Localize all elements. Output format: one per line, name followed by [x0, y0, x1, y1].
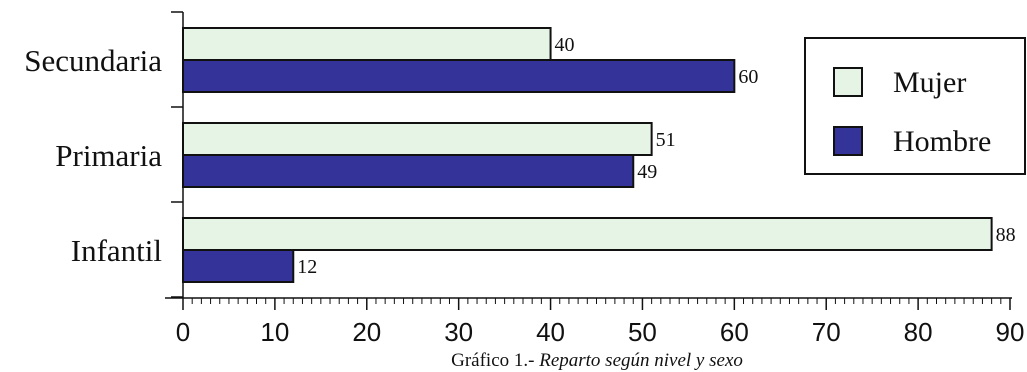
caption-text: Reparto según nivel y sexo — [538, 350, 743, 371]
x-tick-label: 50 — [628, 317, 657, 347]
data-label: 12 — [297, 256, 317, 278]
bar-mujer-secundaria — [182, 27, 552, 61]
x-axis-ticks: 0 10 20 30 40 50 60 70 80 90 — [176, 298, 1025, 347]
legend-swatch-mujer — [833, 67, 863, 97]
category-labels: Secundaria Primaria Infantil — [24, 11, 183, 298]
x-tick-label: 30 — [444, 317, 473, 347]
bar-hombre-infantil — [182, 249, 295, 283]
data-label: 88 — [996, 224, 1016, 246]
category-label: Secundaria — [24, 43, 162, 78]
x-tick-label: 0 — [176, 317, 190, 347]
x-tick-label: 70 — [812, 317, 841, 347]
legend-label-mujer: Mujer — [893, 66, 966, 99]
data-label: 51 — [656, 129, 676, 151]
x-tick-label: 20 — [352, 317, 381, 347]
category-label: Primaria — [55, 138, 162, 173]
legend: Mujer Hombre — [804, 37, 1026, 175]
bar-mujer-infantil — [182, 217, 993, 251]
legend-label-hombre: Hombre — [893, 125, 991, 158]
data-label: 49 — [637, 161, 657, 183]
bar-hombre-primaria — [182, 154, 635, 188]
bars: 40 60 51 49 88 12 — [182, 27, 1016, 283]
legend-swatch-hombre — [833, 126, 863, 156]
x-tick-label: 90 — [996, 317, 1025, 347]
bar-mujer-primaria — [182, 122, 653, 156]
x-tick-label: 10 — [260, 317, 289, 347]
data-label: 40 — [555, 34, 575, 56]
chart-caption: Gráfico 1.- Reparto según nivel y sexo — [451, 350, 743, 371]
x-tick-label: 80 — [904, 317, 933, 347]
caption-prefix: Gráfico 1.- — [451, 350, 539, 371]
bar-hombre-secundaria — [182, 59, 736, 93]
x-tick-label: 60 — [720, 317, 749, 347]
x-tick-label: 40 — [536, 317, 565, 347]
category-label: Infantil — [71, 233, 162, 268]
data-label: 60 — [738, 66, 758, 88]
